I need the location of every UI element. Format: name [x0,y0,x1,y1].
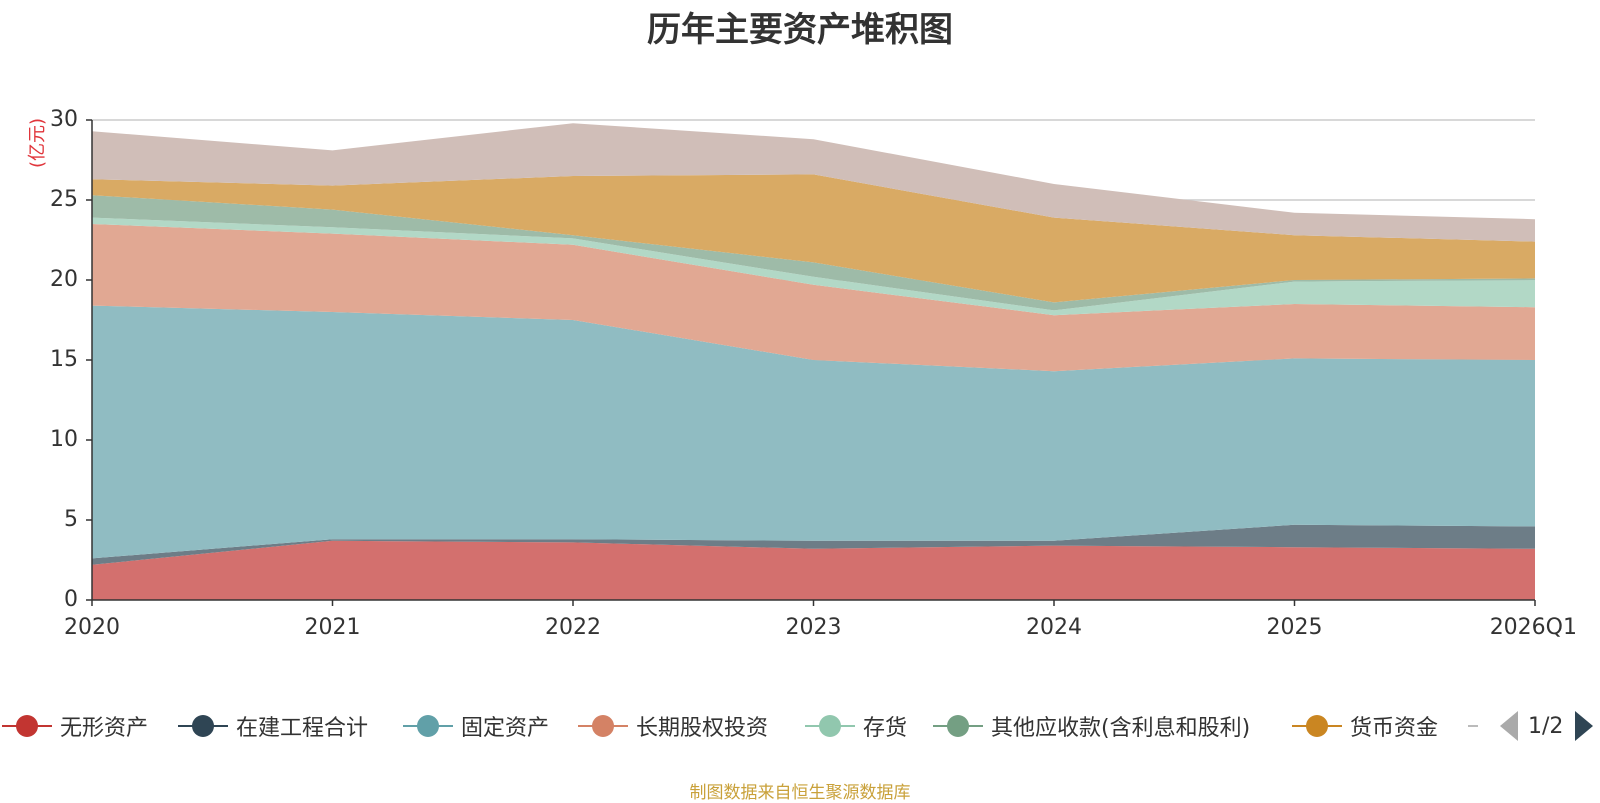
legend-page-indicator: 1/2 [1528,713,1564,739]
y-tick-label: 25 [50,187,78,212]
chart-title: 历年主要资产堆积图 [647,10,953,50]
legend-pager: 1/2 [1500,708,1594,744]
series-area-2[interactable] [92,305,1535,559]
legend-item[interactable]: 存货 [805,708,907,744]
series-area-1[interactable] [92,524,1535,565]
y-tick-label: 0 [64,587,78,612]
y-axis-label: (亿元) [27,118,48,168]
x-tick-label: 2022 [545,615,601,640]
legend-marker-icon [403,708,453,744]
legend-item[interactable]: 长期股权投资 [578,708,768,744]
series-areas [92,123,1535,600]
legend-prev-page-icon[interactable] [1500,711,1518,741]
legend-marker-icon [1292,708,1342,744]
legend-next-page-icon[interactable] [1575,711,1594,741]
series-area-6[interactable] [92,174,1535,303]
y-tick-label: 30 [50,107,78,132]
legend-item[interactable]: 固定资产 [403,708,549,744]
legend-marker-icon [2,708,52,744]
series-area-3[interactable] [92,224,1535,372]
x-tick-label: 2026Q1 [1490,615,1577,640]
legend-label: 货币资金 [1350,716,1439,741]
y-tick-label: 10 [50,427,78,452]
legend-item[interactable]: 无形资产 [2,708,148,744]
y-tick-label: 5 [64,507,78,532]
legend: 无形资产 在建工程合计 固定资产 长期股权投资 存货 其他应收款(含利息和股利) 货币资金 [0,708,1600,744]
x-tick-label: 2023 [786,615,842,640]
x-tick-label: 2020 [64,615,120,640]
legend-label: 其他应收款(含利息和股利) [991,716,1251,741]
data-source-note: 制图数据来自恒生聚源数据库 [689,783,911,803]
legend-marker-icon [805,708,855,744]
series-area-4[interactable] [92,217,1535,316]
legend-label: 长期股权投资 [636,716,769,741]
legend-marker-icon [578,708,628,744]
x-tick-label: 2025 [1267,615,1323,640]
series-area-7[interactable] [92,123,1535,242]
legend-label: 无形资产 [60,716,149,741]
x-tick-label: 2024 [1026,615,1082,640]
legend-item[interactable]: 在建工程合计 [178,708,368,744]
legend-item[interactable]: 其他应收款(含利息和股利) [933,708,1250,744]
legend-label: 固定资产 [461,716,550,741]
legend-marker-icon [933,708,983,744]
y-tick-label: 20 [50,267,78,292]
legend-overflow-marker [1468,725,1478,727]
y-tick-label: 15 [50,347,78,372]
series-area-5[interactable] [92,195,1535,311]
legend-label: 在建工程合计 [236,716,369,741]
legend-marker-icon [178,708,228,744]
series-area-0[interactable] [92,540,1535,600]
legend-label: 存货 [863,716,908,741]
x-tick-label: 2021 [305,615,361,640]
legend-item[interactable]: 货币资金 [1292,708,1438,744]
